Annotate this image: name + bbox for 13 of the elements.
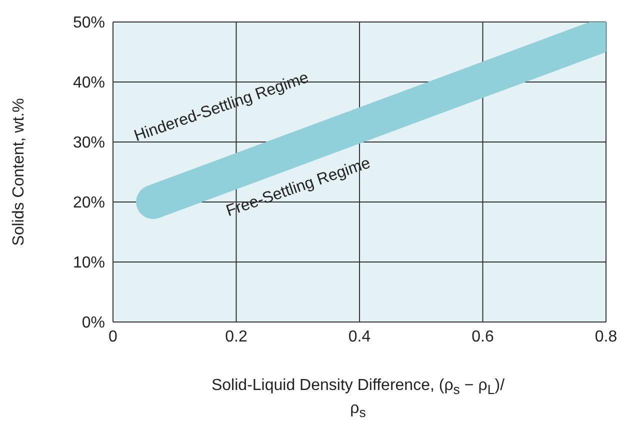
y-tick-label: 50%: [72, 14, 105, 32]
x-tick-label: 0: [108, 328, 118, 346]
text: Solid-Liquid Density Difference, (ρ$_{s}$ − ρ$_{L}$)/ρ$_{s}$: [211, 377, 505, 420]
y-axis-title: Solids Content, wt.%: [10, 98, 28, 246]
y-tick-label: 0%: [82, 314, 105, 332]
x-tick-label: 0.6: [472, 328, 494, 346]
y-tick-label: 40%: [72, 74, 105, 92]
x-tick-label: 0.4: [348, 328, 371, 346]
x-tick-label: 0.8: [594, 328, 618, 346]
y-tick-label: 20%: [72, 194, 105, 212]
y-tick-label: 30%: [72, 134, 105, 152]
x-tick-label: 0.2: [225, 328, 248, 346]
y-tick-label: 10%: [72, 254, 105, 272]
